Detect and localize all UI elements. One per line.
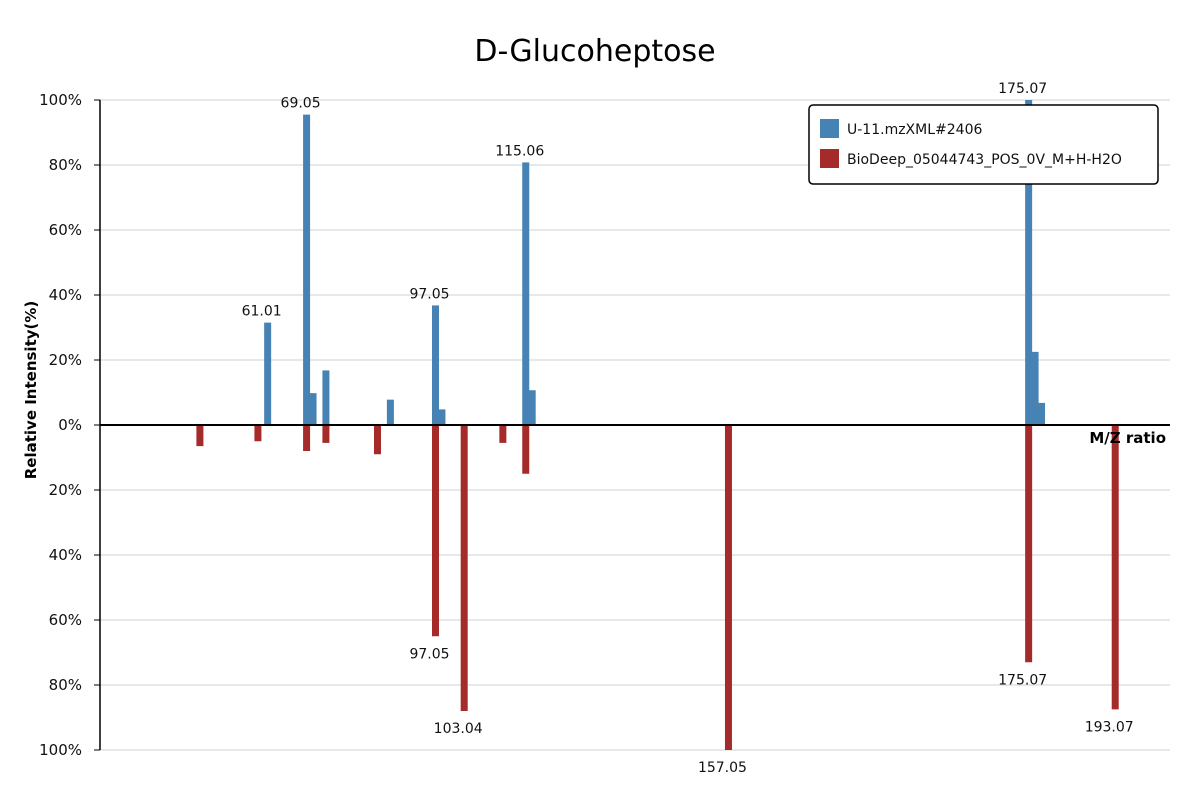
- reference-peak-bar: [322, 425, 330, 443]
- y-tick-label: 40%: [49, 286, 82, 304]
- grid-lines: [100, 99, 1170, 751]
- reference-peak-bar: [432, 425, 440, 637]
- legend-label-biodeep: BioDeep_05044743_POS_0V_M+H-H2O: [847, 152, 1122, 168]
- peak-label: 97.05: [409, 286, 449, 302]
- y-axis-ticks: 100% 80% 60% 40% 20% 0% 20% 40% 60% 80% 100%: [39, 91, 100, 759]
- axes: [99, 100, 1170, 750]
- reference-peak-bar: [460, 425, 468, 711]
- y-tick-label: 20%: [49, 351, 82, 369]
- peak-label: 115.06: [495, 143, 544, 159]
- y-tick-label: 60%: [49, 611, 82, 629]
- reference-peak-bar: [724, 425, 732, 750]
- x-axis-title: M/Z ratio: [1089, 429, 1166, 447]
- reference-peak-bar: [373, 425, 381, 455]
- y-tick-label: 80%: [49, 156, 82, 174]
- reference-peak-bar: [254, 425, 262, 442]
- sample-peak-bar: [522, 162, 530, 425]
- y-tick-label: 100%: [39, 91, 82, 109]
- legend-swatch-biodeep: [820, 149, 839, 168]
- legend-label-u11: U-11.mzXML#2406: [847, 122, 982, 138]
- y-tick-label: 20%: [49, 481, 82, 499]
- sample-peak-bar: [1038, 402, 1046, 425]
- legend-swatch-u11: [820, 119, 839, 138]
- y-tick-label: 0%: [58, 416, 82, 434]
- reference-peak-bar: [1111, 425, 1119, 710]
- peak-label: 175.07: [998, 81, 1047, 97]
- y-tick-label: 100%: [39, 741, 82, 759]
- peak-bars: [196, 100, 1119, 750]
- sample-peak-bar: [303, 114, 311, 425]
- peak-label: 175.07: [998, 672, 1047, 688]
- reference-peak-bar: [196, 425, 204, 447]
- peak-label: 193.07: [1085, 719, 1134, 735]
- peak-label: 97.05: [409, 646, 449, 662]
- sample-peak-bar: [309, 393, 317, 425]
- chart-title: D-Glucoheptose: [474, 34, 715, 69]
- peak-label: 157.05: [698, 760, 747, 776]
- y-tick-label: 40%: [49, 546, 82, 564]
- sample-peak-bar: [432, 305, 440, 425]
- legend-box: [808, 104, 1159, 185]
- sample-peak-bar: [386, 399, 394, 425]
- peak-labels: 61.01 69.05 97.05 115.06 175.07 97.05 103.04 15…: [242, 81, 1134, 776]
- peak-label: 69.05: [281, 96, 321, 112]
- reference-peak-bar: [522, 425, 530, 474]
- reference-peak-bar: [499, 425, 507, 443]
- reference-peak-bar: [1025, 425, 1033, 663]
- legend: U-11.mzXML#2406 BioDeep_05044743_POS_0V_…: [808, 104, 1159, 185]
- sample-peak-bar: [528, 390, 536, 425]
- y-tick-label: 60%: [49, 221, 82, 239]
- sample-peak-bar: [1025, 100, 1033, 425]
- sample-peak-bar: [264, 322, 272, 425]
- peak-label: 61.01: [242, 304, 282, 320]
- y-tick-label: 80%: [49, 676, 82, 694]
- peak-label: 103.04: [434, 721, 483, 737]
- sample-peak-bar: [322, 370, 330, 425]
- reference-peak-bar: [303, 425, 311, 451]
- sample-peak-bar: [1031, 351, 1039, 425]
- y-axis-title: Relative Intensity(%): [22, 301, 40, 480]
- sample-peak-bar: [438, 409, 446, 425]
